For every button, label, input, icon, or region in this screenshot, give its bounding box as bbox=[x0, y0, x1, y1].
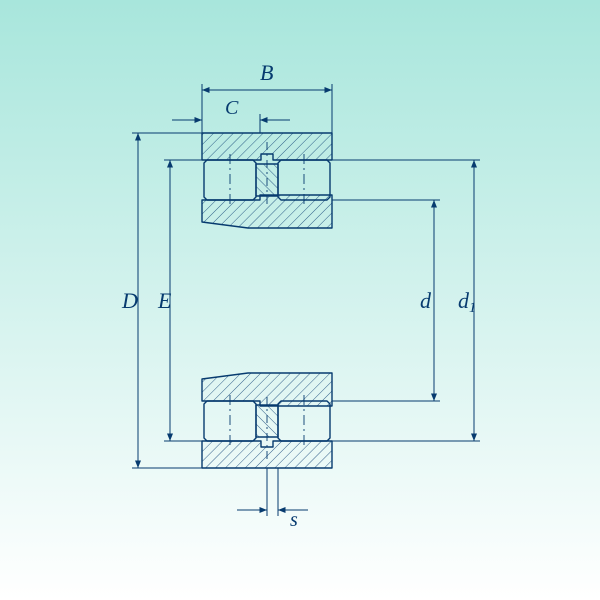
dim-label: D bbox=[121, 288, 138, 313]
dim-label: d bbox=[420, 288, 432, 313]
dim-label: E bbox=[157, 288, 172, 313]
bearing-diagram: BCDEdd1s bbox=[0, 0, 600, 600]
dim-label: s bbox=[290, 509, 298, 531]
dim-label: C bbox=[225, 97, 239, 119]
dim-label: B bbox=[260, 60, 273, 85]
